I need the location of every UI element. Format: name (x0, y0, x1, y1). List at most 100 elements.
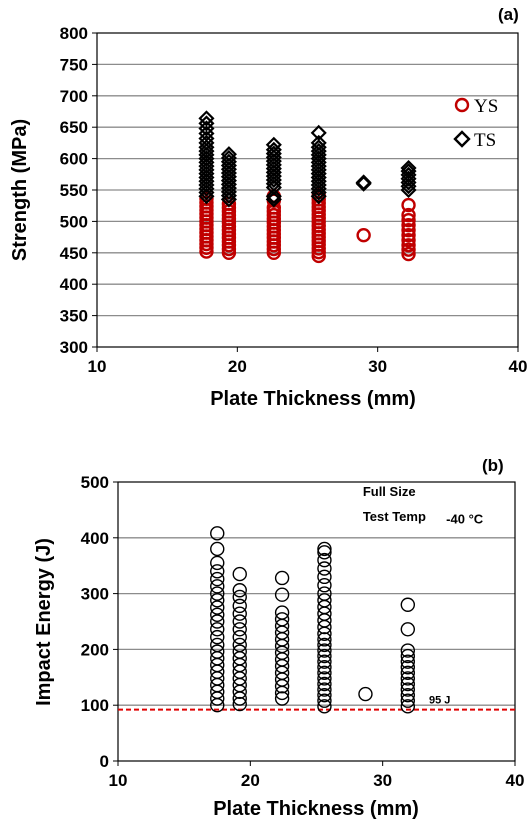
panel-b-gridlines (118, 537, 515, 706)
data-point-series (358, 686, 373, 702)
x-tick-label: 20 (241, 771, 260, 790)
y-tick-label: 750 (60, 55, 88, 74)
data-point-series (232, 637, 247, 653)
data-point-series (210, 622, 225, 637)
y-tick-label: 650 (60, 118, 88, 137)
data-point-ys (401, 212, 416, 228)
panel-b-y-axis-label: Impact Energy (J) (33, 538, 55, 706)
panel-a-legend: YS TS (453, 96, 498, 151)
annotation-full-size: Full Size (363, 484, 416, 499)
y-tick-label: 400 (81, 529, 109, 548)
data-point-series (400, 660, 416, 675)
panel-a-data-points (198, 110, 417, 264)
data-point-series (232, 644, 247, 659)
data-point-series (210, 629, 225, 645)
panel-a-label: (a) (498, 5, 519, 24)
annotation-temperature-value: -40 °C (446, 511, 484, 526)
data-point-series (210, 614, 225, 629)
panel-b-plot-frame (117, 481, 516, 762)
panel-a-y-tick-labels: 300 350 400 450 500 550 600 650 700 750 800 (60, 24, 97, 357)
data-point-series (210, 593, 225, 608)
y-tick-label: 550 (60, 181, 88, 200)
data-point-series (400, 671, 416, 686)
data-point-ys (401, 207, 416, 223)
data-point-series (400, 665, 416, 681)
data-point-series (232, 598, 247, 614)
data-point-series (317, 561, 332, 576)
data-point-series (400, 597, 416, 612)
data-point-series (400, 648, 416, 664)
x-tick-label: 30 (368, 357, 387, 376)
y-tick-label: 350 (60, 307, 88, 326)
data-point-series (317, 676, 332, 692)
panel-a-x-axis-label: Plate Thickness (mm) (210, 388, 416, 410)
y-tick-label: 500 (60, 212, 88, 231)
data-point-series (317, 643, 332, 658)
data-point-series (210, 586, 225, 601)
data-point-series (317, 637, 332, 653)
y-tick-label: 700 (60, 87, 88, 106)
data-point-series (210, 555, 225, 571)
data-point-series (400, 643, 416, 658)
data-point-series (210, 637, 225, 653)
data-point-series (400, 682, 416, 697)
data-point-ys (356, 228, 371, 243)
data-point-series (317, 693, 332, 708)
data-point-ts (265, 136, 282, 153)
data-point-ys (401, 238, 416, 253)
data-point-series (210, 541, 225, 557)
panel-b-data-points (210, 526, 416, 714)
data-point-ts (220, 146, 237, 163)
y-tick-label: 600 (60, 150, 88, 169)
y-tick-label: 800 (60, 24, 88, 43)
data-point-ys (401, 246, 416, 262)
panel-b-y-tick-labels: 0 100 200 300 400 500 (81, 473, 118, 771)
x-tick-label: 20 (228, 357, 247, 376)
data-point-series (317, 593, 332, 608)
data-point-series (317, 671, 332, 686)
data-point-ys (401, 222, 416, 238)
data-point-ts (198, 110, 215, 127)
data-point-series (317, 569, 332, 585)
data-point-series (317, 578, 332, 593)
data-point-series (317, 586, 332, 601)
panel-a-strength-chart: 300 350 400 450 500 550 600 650 700 750 800 10 20 30… (9, 5, 527, 410)
data-point-series (317, 660, 332, 675)
data-point-ts (355, 174, 372, 191)
data-point-series (210, 564, 225, 579)
data-point-series (210, 644, 225, 659)
data-point-series (210, 600, 225, 615)
data-point-series (317, 665, 332, 681)
panel-b-x-tick-labels: 10 20 30 40 (109, 761, 524, 790)
data-point-series (400, 699, 416, 714)
y-tick-label: 450 (60, 244, 88, 263)
legend-ts-label: TS (474, 130, 496, 151)
data-point-series (317, 648, 332, 664)
data-point-series (210, 571, 225, 587)
data-point-series (274, 612, 290, 627)
data-point-series (274, 570, 290, 586)
data-point-series (210, 579, 225, 594)
data-point-ts (310, 124, 327, 141)
data-point-ts (400, 159, 417, 177)
data-point-series (232, 696, 247, 712)
data-point-ts (310, 134, 327, 151)
y-tick-label: 0 (100, 752, 109, 771)
data-point-series (274, 605, 290, 620)
data-point-ts (265, 188, 282, 205)
data-point-series (232, 629, 247, 645)
data-point-series (400, 693, 416, 708)
panel-b-x-axis-label: Plate Thickness (mm) (213, 798, 419, 820)
data-point-series (317, 545, 332, 560)
panel-b-95j-label: 95 J (429, 695, 450, 707)
data-point-series (232, 614, 247, 629)
data-point-series (317, 552, 332, 568)
panel-a-gridlines (97, 63, 518, 317)
legend-ys-marker (454, 97, 470, 113)
data-point-series (400, 622, 416, 637)
data-point-series (232, 606, 247, 621)
data-point-ys (401, 233, 416, 248)
data-point-ys (401, 242, 416, 257)
